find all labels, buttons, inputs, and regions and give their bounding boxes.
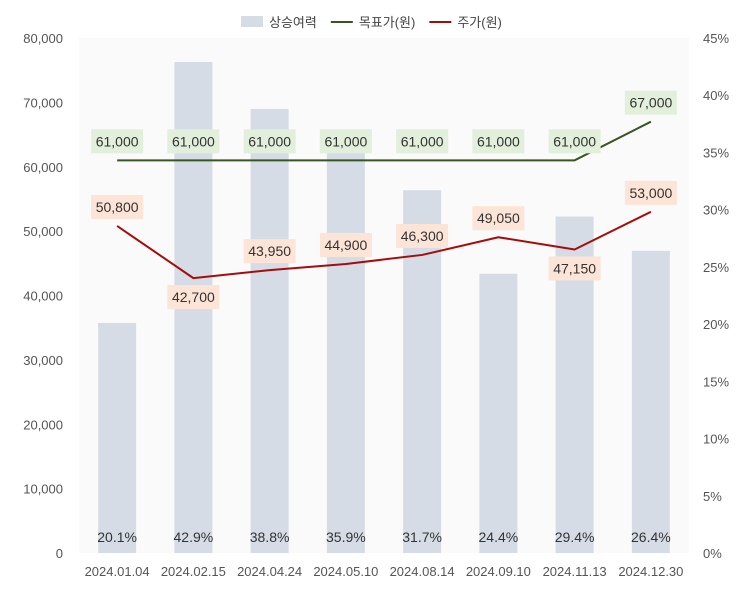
bar-data-label: 31.7% <box>402 529 442 545</box>
y-left-tick-label: 50,000 <box>23 224 63 239</box>
line-data-label: 61,000 <box>324 133 367 149</box>
data-label-background <box>319 129 372 154</box>
y-left-tick-label: 30,000 <box>23 353 63 368</box>
y-right-tick-label: 25% <box>703 260 729 275</box>
bar-data-label: 38.8% <box>250 529 290 545</box>
bar-data-label: 42.9% <box>174 529 214 545</box>
data-label-background <box>243 129 296 154</box>
data-label-background <box>396 129 449 154</box>
line-data-label: 49,050 <box>477 210 520 226</box>
y-left-tick-label: 20,000 <box>23 417 63 432</box>
data-label-background <box>91 129 144 154</box>
data-label-background <box>91 194 144 219</box>
series-line <box>117 120 652 162</box>
x-tick-label: 2024.09.10 <box>466 564 531 579</box>
line-data-label: 67,000 <box>629 95 672 111</box>
line-data-label: 42,700 <box>172 289 215 305</box>
data-label-background <box>548 256 601 281</box>
line-data-label: 50,800 <box>96 199 139 215</box>
bar <box>250 108 289 553</box>
y-left-tick-label: 10,000 <box>23 482 63 497</box>
x-tick-label: 2024.11.13 <box>543 564 607 579</box>
line-data-label: 61,000 <box>248 133 291 149</box>
data-label-background <box>243 239 296 264</box>
bar <box>403 190 442 553</box>
series-line <box>116 210 652 280</box>
y-left-tick-label: 70,000 <box>23 95 63 110</box>
bar <box>98 322 137 553</box>
x-tick-label: 2024.08.14 <box>390 564 455 579</box>
x-tick-label: 2024.01.04 <box>85 564 150 579</box>
line-data-label: 53,000 <box>629 185 672 201</box>
bar <box>631 250 670 553</box>
data-label-background <box>548 129 601 154</box>
line-data-label: 44,900 <box>324 237 367 253</box>
y-axis-left: 0 10,000 20,000 30,000 40,000 50,000 60,000 70,… <box>23 31 63 561</box>
x-axis: 2024.01.04 2024.02.15 2024.04.24 2024.05.10… <box>85 564 684 579</box>
legend: 상승여력 목표가(원) 주가(원) <box>241 15 502 30</box>
line-data-label: 61,000 <box>477 133 520 149</box>
y-right-tick-label: 20% <box>703 317 729 332</box>
data-label-background <box>624 180 677 205</box>
y-axis-right: 0% 5% 10% 15% 20% 25% 30% 35% 40% 45% <box>703 31 729 561</box>
line-data-label: 61,000 <box>172 133 215 149</box>
y-right-tick-label: 35% <box>703 145 729 160</box>
bar-data-label: 26.4% <box>631 529 671 545</box>
x-tick-label: 2024.02.15 <box>161 564 226 579</box>
y-left-tick-label: 60,000 <box>23 160 63 175</box>
legend-swatch <box>241 16 263 27</box>
data-label-background <box>624 90 677 115</box>
line-data-label: 61,000 <box>96 133 139 149</box>
data-label-background <box>319 232 372 257</box>
y-right-tick-label: 0% <box>703 546 722 561</box>
data-label-background <box>472 129 525 154</box>
data-label-background <box>167 285 220 310</box>
bar-data-label: 24.4% <box>479 529 519 545</box>
y-right-tick-label: 10% <box>703 432 729 447</box>
y-right-tick-label: 15% <box>703 374 729 389</box>
line-data-label: 61,000 <box>401 133 444 149</box>
data-label-background <box>396 223 449 248</box>
legend-label: 목표가(원) <box>359 15 416 30</box>
line-data-label: 47,150 <box>553 260 596 276</box>
y-left-tick-label: 0 <box>56 546 63 561</box>
y-left-tick-label: 80,000 <box>23 31 63 46</box>
line-data-label: 46,300 <box>401 228 444 244</box>
legend-label: 상승여력 <box>269 15 317 30</box>
line-series <box>116 120 652 280</box>
bar-data-label: 20.1% <box>97 529 137 545</box>
legend-label: 주가(원) <box>457 15 502 30</box>
y-right-tick-label: 40% <box>703 88 729 103</box>
y-left-tick-label: 40,000 <box>23 289 63 304</box>
bar-data-label: 29.4% <box>555 529 595 545</box>
line-data-label: 43,950 <box>248 243 291 259</box>
y-right-tick-label: 5% <box>703 489 722 504</box>
y-right-tick-label: 45% <box>703 31 729 46</box>
y-right-tick-label: 30% <box>703 203 729 218</box>
data-label-background <box>472 206 525 231</box>
bar-data-label: 35.9% <box>326 529 366 545</box>
data-label-background <box>167 129 220 154</box>
x-tick-label: 2024.05.10 <box>313 564 378 579</box>
data-labels: 20.1% 42.9% 38.8% 35.9% 31.7% 24.4% 29.4% 26.4%… <box>91 90 677 545</box>
line-data-label: 61,000 <box>553 133 596 149</box>
x-tick-label: 2024.04.24 <box>237 564 302 579</box>
x-tick-label: 2024.12.30 <box>618 564 683 579</box>
bar <box>326 142 365 553</box>
bar <box>479 273 518 553</box>
